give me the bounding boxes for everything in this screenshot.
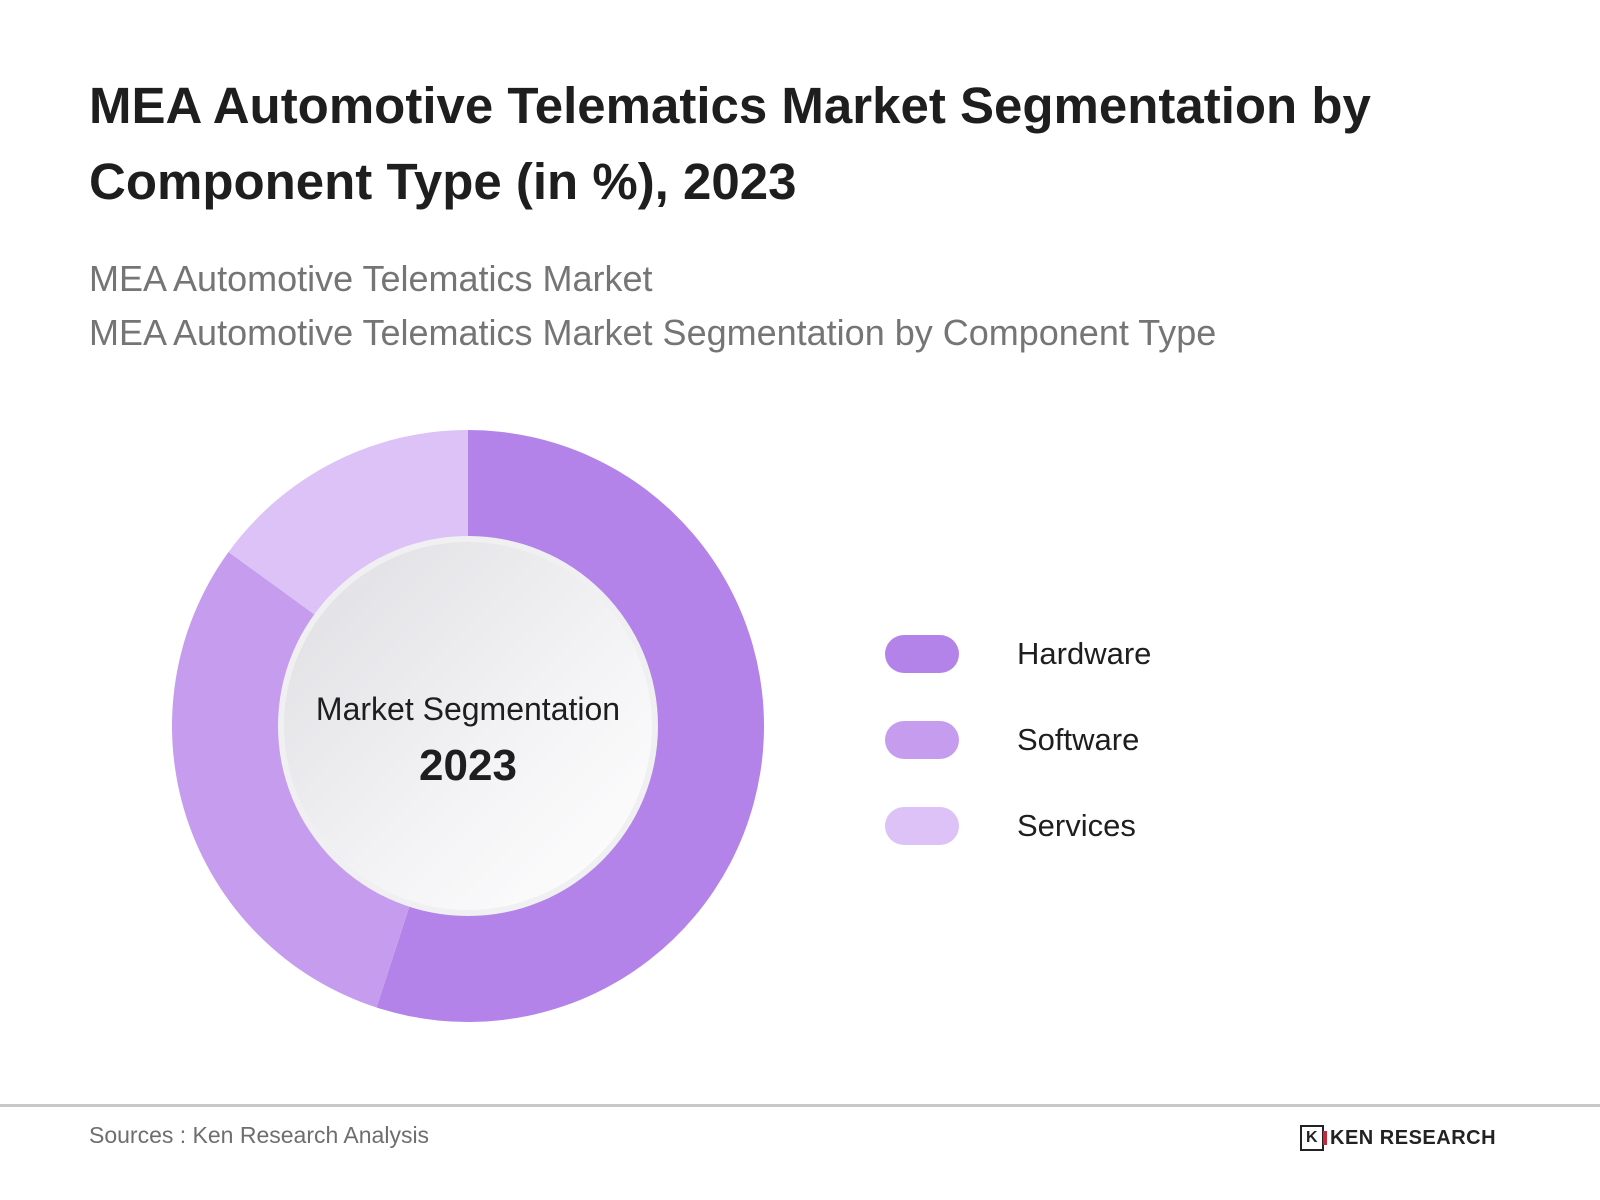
- legend-item-software: Software: [885, 720, 1139, 760]
- legend-item-services: Services: [885, 806, 1136, 846]
- center-label: Market Segmentation: [316, 691, 620, 727]
- legend-label: Services: [1017, 808, 1136, 843]
- center-value: 2023: [419, 741, 517, 790]
- chart-title: MEA Automotive Telematics Market Segment…: [89, 77, 1371, 210]
- footer-divider: [0, 1104, 1600, 1107]
- chart-subtitle-2: MEA Automotive Telematics Market Segment…: [89, 312, 1217, 353]
- logo-mark-icon: K: [1300, 1125, 1327, 1151]
- logo-text: KEN RESEARCH: [1330, 1126, 1497, 1149]
- legend-item-hardware: Hardware: [885, 634, 1151, 674]
- legend-swatch: [885, 807, 959, 845]
- slice-hardware: [376, 430, 764, 1022]
- chart-subtitle-1: MEA Automotive Telematics Market: [89, 258, 653, 299]
- legend-swatch: [885, 721, 959, 759]
- legend-swatch: [885, 635, 959, 673]
- ken-research-logo: K KEN RESEARCH: [1300, 1125, 1496, 1151]
- source-note: Sources : Ken Research Analysis: [89, 1122, 430, 1148]
- donut-chart: Market Segmentation 2023: [171, 430, 764, 1022]
- legend-label: Hardware: [1017, 636, 1152, 671]
- legend-label: Software: [1017, 722, 1140, 757]
- donut-hole: [284, 542, 652, 910]
